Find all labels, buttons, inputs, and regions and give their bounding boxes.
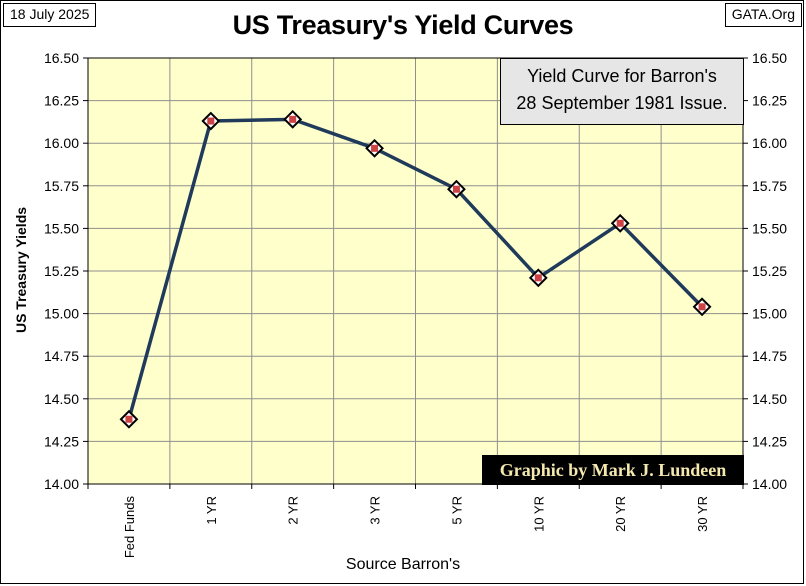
data-point (610, 213, 630, 233)
data-point-core (207, 117, 215, 125)
chart-title: US Treasury's Yield Curves (232, 10, 574, 40)
right-tick-label: 16.25 (752, 93, 787, 109)
data-point-core (616, 219, 624, 227)
left-tick-label: 16.00 (44, 135, 79, 151)
left-tick-label: 14.25 (44, 433, 79, 449)
y-axis-label: US Treasury Yields (13, 206, 29, 334)
data-point (201, 111, 221, 131)
data-point (119, 409, 139, 429)
data-point (447, 179, 466, 199)
x-tick-label: 3 YR (368, 496, 383, 525)
x-axis: Fed Funds 1 YR 2 YR 3 YR 5 YR 10 YR 20 YR 30 YR (87, 484, 744, 559)
data-point-core (452, 185, 460, 193)
x-tick-label: 2 YR (286, 496, 301, 525)
date-label: 18 July 2025 (3, 3, 97, 27)
right-tick-label: 16.00 (752, 135, 787, 151)
data-point (365, 138, 384, 158)
right-tick-label: 14.75 (752, 348, 787, 364)
right-tick-label: 16.50 (752, 50, 787, 66)
legend-box: Yield Curve for Barron's 28 September 19… (500, 58, 744, 125)
right-tick-label: 15.50 (752, 220, 787, 236)
left-tick-label: 15.50 (44, 220, 79, 236)
left-tick-label: 14.00 (44, 476, 79, 492)
left-tick-label: 15.25 (44, 263, 79, 279)
right-tick-label: 15.00 (752, 306, 787, 322)
x-tick-label: 10 YR (531, 496, 546, 532)
right-tick-label: 15.75 (752, 178, 787, 194)
left-tick-label: 14.75 (44, 348, 79, 364)
x-tick-label: 30 YR (695, 496, 710, 532)
data-point (692, 297, 712, 317)
credit-label: Graphic by Mark J. Lundeen (482, 455, 744, 485)
left-y-axis: 14.00 14.25 14.50 14.75 15.00 15.25 15.50 15.75… (44, 50, 88, 492)
x-tick-label: 1 YR (204, 496, 219, 525)
series-line (127, 117, 704, 420)
data-point (283, 109, 303, 129)
left-tick-label: 14.50 (44, 391, 79, 407)
left-tick-label: 16.50 (44, 50, 79, 66)
right-tick-label: 14.00 (752, 476, 787, 492)
x-axis-label: Source Barron's (345, 556, 461, 573)
x-tick-label: 5 YR (449, 496, 464, 525)
yield-series (119, 109, 712, 429)
left-tick-label: 15.75 (44, 178, 79, 194)
data-point-core (289, 115, 297, 123)
source-org-label: GATA.Org (724, 3, 802, 27)
right-tick-label: 14.25 (752, 433, 787, 449)
right-tick-label: 14.50 (752, 391, 787, 407)
data-point (528, 268, 548, 288)
data-point-core (125, 415, 133, 423)
right-y-axis: 14.00 14.25 14.50 14.75 15.00 15.25 15.50 15.75… (743, 50, 787, 492)
data-point-core (698, 303, 706, 311)
data-point-core (371, 144, 379, 152)
right-tick-label: 15.25 (752, 263, 787, 279)
data-point-core (534, 274, 542, 282)
legend-line-2: 28 September 1981 Issue. (516, 93, 728, 113)
left-tick-label: 16.25 (44, 93, 79, 109)
legend-line-1: Yield Curve for Barron's (527, 66, 717, 86)
left-tick-label: 15.00 (44, 306, 79, 322)
x-tick-label: 20 YR (613, 496, 628, 532)
x-tick-label: Fed Funds (122, 496, 137, 559)
